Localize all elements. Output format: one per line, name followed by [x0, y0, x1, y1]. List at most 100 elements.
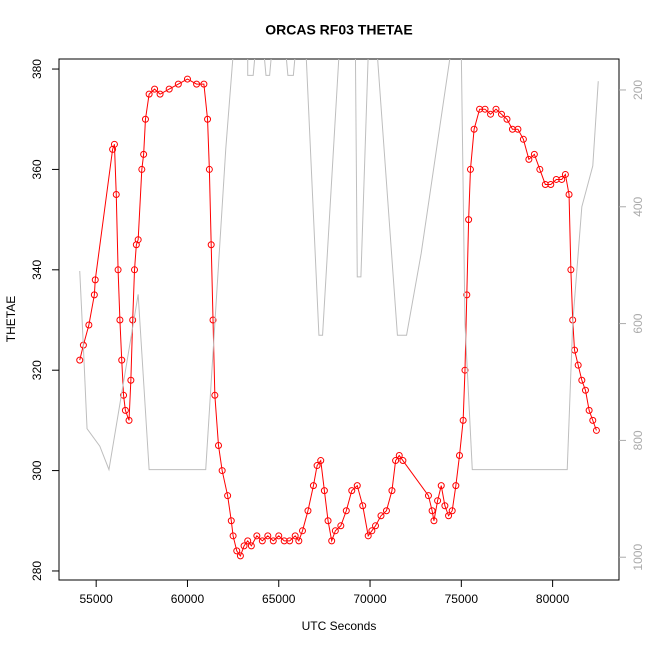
data-point [448, 507, 456, 515]
y2-tick-label: 400 [631, 196, 645, 216]
data-point [492, 105, 500, 113]
data-point [503, 115, 511, 123]
data-point [118, 356, 126, 364]
data-point [275, 532, 283, 540]
data-point [218, 467, 226, 475]
data-point [313, 462, 321, 470]
data-point [466, 165, 474, 173]
data-point [120, 391, 128, 399]
y2-tick-label: 1000 [631, 544, 645, 571]
data-point [456, 452, 464, 460]
data-point [514, 125, 522, 133]
x-tick-label: 80000 [536, 592, 570, 606]
data-point [304, 507, 312, 515]
data-line [79, 78, 597, 557]
data-point [392, 457, 400, 465]
y-tick-label: 340 [30, 259, 44, 279]
data-point [368, 527, 376, 535]
pressure-line [79, 59, 599, 472]
y-axis-label: THETAE [4, 296, 18, 342]
data-point [359, 502, 367, 510]
y2-tick-label: 800 [631, 430, 645, 450]
data-point [337, 522, 345, 530]
data-point [497, 110, 505, 118]
data-point [574, 361, 582, 369]
data-point [280, 537, 288, 545]
data-point [204, 115, 212, 123]
data-point [233, 547, 241, 555]
data-point [156, 90, 164, 98]
data-point [116, 316, 124, 324]
data-point [558, 175, 566, 183]
data-point [85, 321, 93, 329]
x-tick-label: 70000 [353, 592, 387, 606]
data-point [295, 537, 303, 545]
data-point [547, 180, 555, 188]
data-point [309, 482, 317, 490]
data-point [461, 366, 469, 374]
plot-area [76, 59, 600, 560]
data-point [581, 386, 589, 394]
data-point [470, 125, 478, 133]
data-point [129, 316, 137, 324]
y2-tick-label: 600 [631, 313, 645, 333]
data-point [565, 191, 573, 199]
data-point [131, 266, 139, 274]
chart-title: ORCAS RF03 THETAE [265, 22, 413, 38]
data-point [395, 452, 403, 460]
data-point [441, 502, 449, 510]
data-point [244, 537, 252, 545]
data-point [90, 291, 98, 299]
data-point [541, 180, 549, 188]
data-point [589, 416, 597, 424]
data-point [91, 276, 99, 284]
data-point [207, 241, 215, 249]
data-point [487, 110, 495, 118]
data-point [291, 532, 299, 540]
x-tick-label: 75000 [445, 592, 479, 606]
data-point [459, 416, 467, 424]
data-point [328, 537, 336, 545]
data-point [151, 85, 159, 93]
data-point [476, 105, 484, 113]
data-point [227, 517, 235, 525]
data-point [110, 140, 118, 148]
data-point [424, 492, 432, 500]
y-tick-label: 360 [30, 159, 44, 179]
data-point [536, 165, 544, 173]
y-tick-label: 320 [30, 360, 44, 380]
y-tick-label: 300 [30, 460, 44, 480]
data-point [114, 266, 122, 274]
data-point [264, 532, 272, 540]
data-point [145, 90, 153, 98]
data-point [530, 150, 538, 158]
data-point [434, 497, 442, 505]
data-point [214, 441, 222, 449]
data-point [125, 416, 133, 424]
data-point [121, 406, 129, 414]
data-point [552, 175, 560, 183]
data-point [525, 155, 533, 163]
data-point [348, 487, 356, 495]
data-point [134, 236, 142, 244]
data-point [481, 105, 489, 113]
data-point [76, 356, 84, 364]
data-point [428, 507, 436, 515]
data-point [224, 492, 232, 500]
data-point [382, 507, 390, 515]
data-point [174, 80, 182, 88]
data-point [183, 75, 191, 83]
data-point [236, 552, 244, 560]
data-point [437, 482, 445, 490]
data-point [165, 85, 173, 93]
data-point [286, 537, 294, 545]
data-point [205, 165, 213, 173]
data-point [298, 527, 306, 535]
x-tick-label: 65000 [262, 592, 296, 606]
data-point [578, 376, 586, 384]
data-point [372, 522, 380, 530]
data-point [317, 457, 325, 465]
data-point [592, 426, 600, 434]
data-point [463, 291, 471, 299]
data-point [561, 170, 569, 178]
